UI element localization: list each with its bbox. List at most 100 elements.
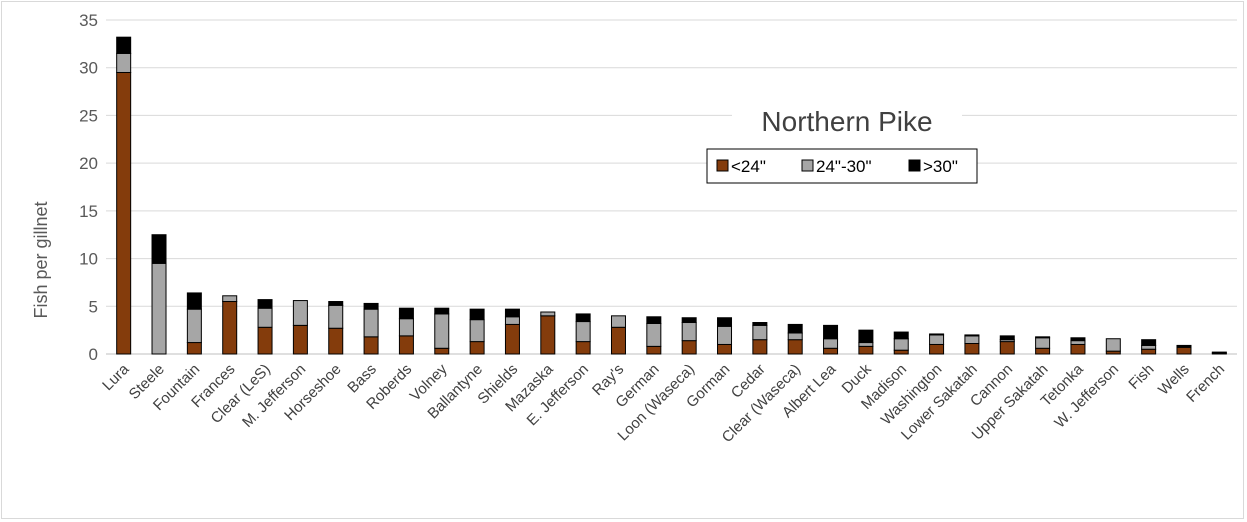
y-tick-label: 0 (89, 345, 98, 364)
bar-segment (1176, 346, 1192, 355)
category-label: French (1183, 361, 1228, 406)
bar-segment (469, 341, 485, 355)
bar-segment (752, 324, 768, 341)
y-axis-title: Fish per gillnet (31, 201, 51, 318)
category-label: Fish (1125, 361, 1157, 393)
bar-segment (717, 343, 733, 355)
bar-segment (787, 323, 803, 334)
bar-segment (328, 327, 344, 355)
bar-segment (681, 322, 697, 342)
bar-segment (257, 307, 273, 328)
bar-segment (186, 292, 202, 310)
y-tick-label: 20 (79, 154, 98, 173)
legend-label: 24"-30" (816, 157, 872, 176)
bar-segment (999, 335, 1015, 341)
bar-segment (292, 300, 308, 326)
bar-segment (646, 316, 662, 324)
y-tick-label: 25 (79, 106, 98, 125)
bar-segment (787, 332, 803, 341)
bar-segment (1105, 338, 1121, 352)
bar-segment (893, 338, 909, 351)
bar-segment (151, 262, 167, 355)
bar-segment (1070, 340, 1086, 345)
bar-segment (116, 71, 132, 355)
y-tick-label: 15 (79, 202, 98, 221)
bar-segment (398, 318, 414, 337)
bar-segment (823, 347, 839, 355)
bar-segment (858, 329, 874, 344)
bar-segment (116, 36, 132, 54)
bar-segment (964, 334, 980, 337)
bar-segment (1035, 347, 1051, 355)
bar-segment (398, 307, 414, 320)
y-tick-label: 10 (79, 250, 98, 269)
bar-segment (328, 304, 344, 329)
bar-segment (575, 341, 591, 355)
bar-segment (151, 234, 167, 264)
bar-segment (434, 313, 450, 349)
y-tick-label: 30 (79, 59, 98, 78)
bar-segment (575, 313, 591, 323)
bar-segment (222, 295, 238, 303)
bars (116, 36, 1227, 355)
bar-segment (964, 343, 980, 355)
bar-segment (186, 342, 202, 355)
bar-segment (540, 315, 556, 355)
bar-segment (363, 308, 379, 338)
legend-swatch (716, 159, 729, 172)
bar-segment (610, 315, 626, 328)
y-tick-labels: 0 5 10 15 20 25 30 35 (79, 11, 98, 364)
y-tick-label: 35 (79, 11, 98, 30)
bar-segment (823, 338, 839, 349)
bar-segment (858, 345, 874, 355)
bar-segment (1035, 337, 1051, 349)
legend: <24" 24"-30" >30" (706, 148, 978, 184)
bar-segment (893, 349, 909, 355)
bar-segment (610, 326, 626, 355)
bar-segment (469, 319, 485, 343)
bar-segment (717, 325, 733, 345)
bar-segment (1141, 339, 1157, 346)
chart-title: Northern Pike (761, 106, 932, 137)
bar-segment (717, 317, 733, 327)
bar-segment (257, 299, 273, 309)
bar-segment (823, 324, 839, 340)
legend-swatch (908, 159, 921, 172)
legend-label: >30" (923, 157, 958, 176)
legend-label: <24" (731, 157, 766, 176)
bar-segment (504, 316, 520, 325)
bar-segment (929, 333, 945, 336)
bar-segment (929, 334, 945, 345)
bar-segment (893, 331, 909, 340)
bar-segment (1070, 337, 1086, 342)
bar-segment (257, 326, 273, 355)
bar-segment (787, 339, 803, 355)
title-background (732, 100, 962, 142)
bar-segment (1035, 336, 1051, 339)
bar-segment (1141, 344, 1157, 350)
bar-segment (434, 307, 450, 315)
bar-segment (1176, 344, 1192, 347)
bar-segment (752, 322, 768, 326)
bar-segment (116, 52, 132, 73)
y-tick-label: 5 (89, 297, 98, 316)
bar-segment (681, 340, 697, 355)
bar-segment (540, 311, 556, 317)
bar-segment (929, 343, 945, 355)
bar-segment (575, 321, 591, 343)
bar-segment (363, 336, 379, 355)
bar-segment (292, 324, 308, 355)
bar-segment (469, 308, 485, 321)
legend-swatch (801, 159, 814, 172)
bar-segment (363, 302, 379, 310)
bar-segment (504, 308, 520, 318)
bar-segment (964, 335, 980, 345)
bar-segment (328, 301, 344, 306)
bar-segment (752, 339, 768, 355)
bar-segment (1070, 343, 1086, 355)
bar-segment (186, 308, 202, 344)
bar-segment (222, 301, 238, 355)
